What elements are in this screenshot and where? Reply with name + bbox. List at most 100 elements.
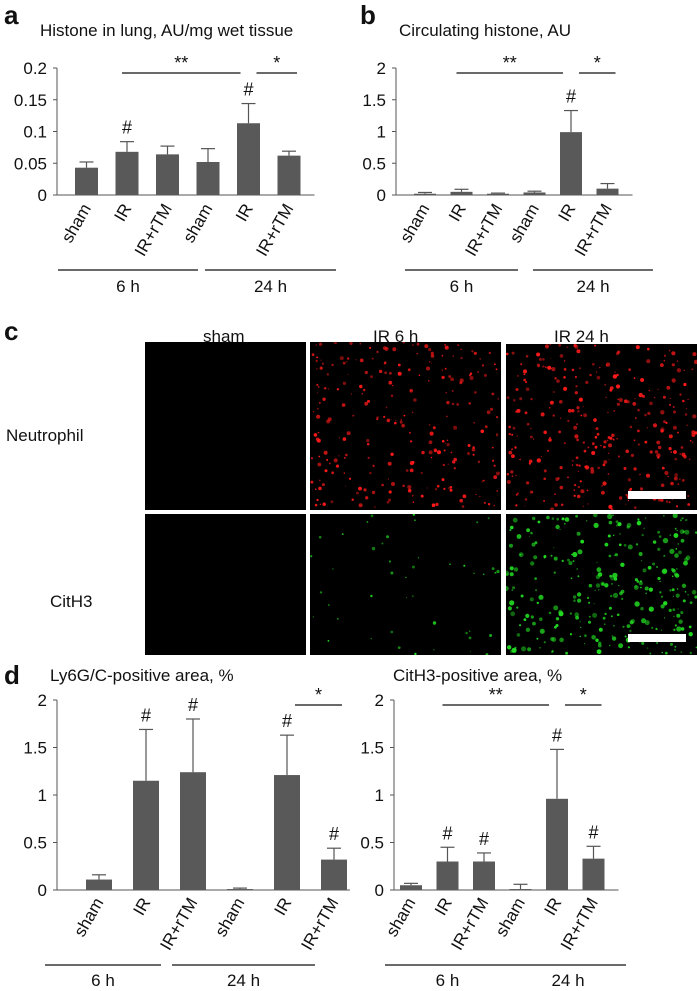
fluorescent-spot xyxy=(582,406,584,408)
panel-letter-c: c xyxy=(4,316,19,346)
fluorescent-spot xyxy=(573,425,578,430)
fluorescent-spot xyxy=(595,583,601,588)
fluorescent-spot xyxy=(594,445,598,449)
fluorescent-spot xyxy=(636,520,642,526)
fluorescent-spot xyxy=(442,463,445,467)
fluorescent-spot xyxy=(554,493,556,495)
fluorescent-spot xyxy=(670,481,674,486)
fluorescent-spot xyxy=(550,507,555,510)
fluorescent-spot xyxy=(453,467,456,470)
fluorescent-spot xyxy=(559,485,564,490)
fluorescent-spot xyxy=(417,557,420,559)
fluorescent-spot xyxy=(506,586,509,591)
fluorescent-spot xyxy=(532,516,536,521)
fluorescent-spot xyxy=(352,414,355,417)
fluorescent-spot xyxy=(339,356,344,361)
fluorescent-spot xyxy=(529,597,534,602)
fluorescent-spot xyxy=(402,342,405,344)
fluorescent-spot xyxy=(580,414,583,417)
fluorescent-spot xyxy=(661,569,667,575)
fluorescent-spot xyxy=(585,461,587,463)
fluorescent-spot xyxy=(371,357,374,360)
hash-mark: # xyxy=(282,711,292,731)
fluorescent-spot xyxy=(691,430,695,434)
fluorescent-spot xyxy=(575,615,579,620)
fluorescent-spot xyxy=(420,494,424,498)
fluorescent-spot xyxy=(331,471,335,475)
fluorescent-spot xyxy=(673,450,677,454)
fluorescent-spot xyxy=(376,350,379,354)
fluorescent-spot xyxy=(517,375,519,377)
fluorescent-spot xyxy=(671,363,675,367)
fluorescent-spot xyxy=(371,546,376,551)
fluorescent-spot xyxy=(355,359,357,361)
fluorescent-spot xyxy=(679,453,682,455)
fluorescent-spot xyxy=(660,483,665,488)
fluorescent-spot xyxy=(407,368,411,372)
fluorescent-spot xyxy=(468,402,471,405)
fluorescent-spot xyxy=(560,503,564,507)
fluorescent-spot xyxy=(598,627,603,632)
fluorescent-spot xyxy=(391,482,395,486)
fluorescent-spot xyxy=(652,423,658,428)
fluorescent-spot xyxy=(604,383,607,386)
fluorescent-spot xyxy=(536,601,539,605)
fluorescent-spot xyxy=(509,566,514,571)
fluorescent-spot xyxy=(674,527,677,530)
fluorescent-spot xyxy=(316,407,319,410)
fluorescent-spot xyxy=(326,458,329,461)
fluorescent-spot xyxy=(574,612,579,617)
fluorescent-spot xyxy=(614,553,618,557)
fluorescent-spot xyxy=(477,460,480,463)
fluorescent-spot xyxy=(657,445,662,450)
fluorescent-spot xyxy=(582,441,585,444)
category-label: IR xyxy=(130,895,155,919)
fluorescent-spot xyxy=(641,618,646,624)
fluorescent-spot xyxy=(511,433,514,436)
chart-ly6g-area: Ly6G/C-positive area, % 0 0.5 1 1.5 2 # # # # * sha… xyxy=(23,666,350,990)
fluorescent-spot xyxy=(333,458,338,463)
fluorescent-spot xyxy=(606,439,609,442)
fluorescent-spot xyxy=(682,599,686,603)
fluorescent-spot xyxy=(602,481,607,486)
fluorescent-spot xyxy=(684,529,690,535)
fluorescent-spot xyxy=(591,451,596,455)
fluorescent-spot xyxy=(617,522,622,527)
fluorescent-spot xyxy=(524,498,528,501)
fluorescent-spot xyxy=(523,378,527,382)
fluorescent-spot xyxy=(547,365,552,370)
fluorescent-spot xyxy=(558,344,562,347)
fluorescent-spot xyxy=(578,397,583,402)
fluorescent-spot xyxy=(397,646,401,649)
fluorescent-spot xyxy=(446,443,450,447)
fluorescent-spot xyxy=(316,383,319,386)
fluorescent-spot xyxy=(548,438,552,442)
panel-letter-b: b xyxy=(360,0,376,30)
fluorescent-spot xyxy=(607,473,610,475)
fluorescent-spot xyxy=(523,618,527,621)
fluorescent-spot xyxy=(611,583,613,585)
bar xyxy=(75,167,98,195)
fluorescent-spot xyxy=(399,420,403,424)
fluorescent-spot xyxy=(615,520,619,524)
fluorescent-spot xyxy=(575,385,578,388)
fluorescent-spot xyxy=(446,415,448,418)
fluorescent-spot xyxy=(591,635,596,640)
row-label-neutrophil: Neutrophil xyxy=(6,426,84,445)
category-label: IR xyxy=(431,895,456,919)
category-label: sham xyxy=(492,895,529,941)
bar xyxy=(156,154,179,195)
fluorescent-spot xyxy=(530,561,535,566)
fluorescent-spot xyxy=(407,488,412,493)
fluorescent-spot xyxy=(663,554,666,557)
category-label: IR+rTM xyxy=(156,895,201,954)
y-tick-label: 0 xyxy=(38,881,47,900)
fluorescent-spot xyxy=(336,617,339,620)
fluorescent-spot xyxy=(680,651,683,653)
fluorescent-spot xyxy=(675,593,680,598)
fluorescent-spot xyxy=(586,489,589,492)
fluorescent-spot xyxy=(669,534,671,536)
fluorescent-spot xyxy=(657,388,659,391)
fluorescent-spot xyxy=(692,352,697,357)
fluorescent-spot xyxy=(528,459,533,464)
